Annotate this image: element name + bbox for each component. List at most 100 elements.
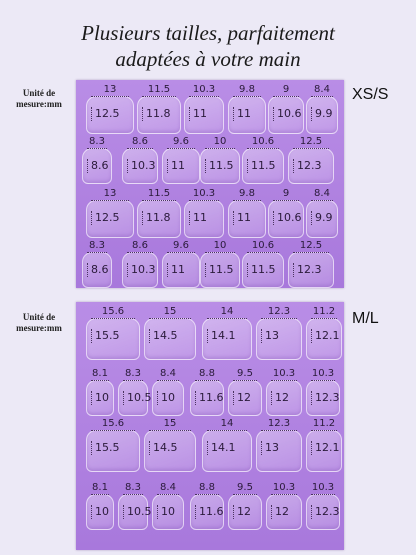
nail-tip: 9 10.6	[268, 84, 304, 134]
width-measure: 9.5	[229, 482, 261, 495]
length-measure: 10	[157, 505, 175, 519]
width-measure: 12.5	[289, 136, 333, 149]
length-measure: 12	[233, 391, 251, 405]
length-measure: 12	[233, 505, 251, 519]
length-measure: 12.5	[91, 107, 120, 121]
width-measure: 11.5	[138, 188, 180, 201]
length-measure: 14.1	[207, 329, 236, 343]
nail-tip: 11.5 11.8	[137, 188, 181, 238]
nail-tip: 8.4 9.9	[306, 84, 338, 134]
length-measure: 10.5	[123, 505, 152, 519]
nail-tip: 12.3 13	[256, 418, 302, 472]
width-measure: 10.6	[243, 240, 283, 253]
width-measure: 12.3	[257, 306, 301, 319]
length-measure: 9.9	[311, 211, 333, 225]
width-measure: 8.8	[191, 482, 223, 495]
nail-tip: 12.3 13	[256, 306, 302, 360]
length-measure: 11	[167, 263, 185, 277]
width-measure: 8.3	[83, 136, 111, 149]
length-measure: 10.3	[127, 159, 156, 173]
nail-tip: 8.4 9.9	[306, 188, 338, 238]
length-measure: 11.8	[142, 107, 171, 121]
width-measure: 9.8	[229, 188, 265, 201]
size-label-m-l: M/L	[352, 310, 379, 327]
width-measure: 9.6	[163, 240, 199, 253]
nail-tip: 10.6 11.5	[242, 136, 284, 184]
width-measure: 8.8	[191, 368, 223, 381]
width-measure: 8.3	[119, 482, 147, 495]
width-measure: 13	[87, 188, 133, 201]
unit-label-line-1: Unité de	[22, 312, 56, 322]
nail-tip: 10.3 12.3	[306, 482, 340, 530]
nail-tip: 12.5 12.3	[288, 240, 334, 288]
length-measure: 12.3	[311, 505, 340, 519]
width-measure: 10	[201, 240, 239, 253]
length-measure: 11	[233, 107, 251, 121]
width-measure: 8.4	[307, 188, 337, 201]
length-measure: 10.5	[123, 391, 152, 405]
width-measure: 8.1	[87, 482, 113, 495]
length-measure: 12	[271, 505, 289, 519]
length-measure: 15.5	[91, 441, 120, 455]
nail-tip: 10.3 11	[184, 84, 224, 134]
width-measure: 8.4	[153, 368, 183, 381]
nail-tip: 8.8 11.6	[190, 368, 224, 416]
length-measure: 11.6	[195, 391, 224, 405]
nail-tip: 8.1 10	[86, 368, 114, 416]
nail-tip: 8.6 10.3	[122, 240, 158, 288]
nail-tip: 10.3 12	[266, 482, 302, 530]
width-measure: 11.5	[138, 84, 180, 97]
nail-tip: 8.8 11.6	[190, 482, 224, 530]
length-measure: 11.5	[205, 159, 234, 173]
nail-tip: 14 14.1	[202, 418, 252, 472]
length-measure: 10.3	[127, 263, 156, 277]
nail-tip: 8.3 10.5	[118, 368, 152, 416]
nail-tip: 10.3 12.3	[306, 368, 340, 416]
length-measure: 12.1	[311, 441, 340, 455]
nail-tip: 8.6 10.3	[122, 136, 158, 184]
width-measure: 15.6	[87, 306, 139, 319]
nail-tip: 8.4 10	[152, 368, 184, 416]
length-measure: 10	[91, 391, 109, 405]
nail-tip: 8.3 10.5	[118, 482, 152, 530]
length-measure: 11	[189, 107, 207, 121]
width-measure: 8.1	[87, 368, 113, 381]
width-measure: 15	[145, 418, 195, 431]
width-measure: 15.6	[87, 418, 139, 431]
nail-tip: 9.5 12	[228, 482, 262, 530]
nail-tip: 15 14.5	[144, 306, 196, 360]
width-measure: 11.2	[307, 306, 341, 319]
nail-tip: 8.4 10	[152, 482, 184, 530]
unit-label-bottom: Unité de mesure:mm	[8, 312, 70, 334]
unit-label-line-2: mesure:mm	[16, 99, 62, 109]
length-measure: 8.6	[87, 263, 109, 277]
width-measure: 9	[269, 84, 303, 97]
nail-tip: 12.5 12.3	[288, 136, 334, 184]
length-measure: 12.3	[293, 263, 322, 277]
width-measure: 10.6	[243, 136, 283, 149]
width-measure: 10.3	[185, 188, 223, 201]
nail-tip: 11.5 11.8	[137, 84, 181, 134]
nail-tip: 8.3 8.6	[82, 240, 112, 288]
unit-label-top: Unité de mesure:mm	[8, 88, 70, 110]
width-measure: 10.3	[185, 84, 223, 97]
nail-tip: 13 12.5	[86, 84, 134, 134]
width-measure: 15	[145, 306, 195, 319]
length-measure: 13	[261, 441, 279, 455]
length-measure: 11.8	[142, 211, 171, 225]
width-measure: 14	[203, 418, 251, 431]
size-label-xs-s: XS/S	[352, 86, 389, 103]
nail-tip: 11.2 12.1	[306, 418, 342, 472]
width-measure: 9	[269, 188, 303, 201]
nail-tip: 14 14.1	[202, 306, 252, 360]
panel-xs-s	[76, 80, 344, 288]
nail-tip: 10 11.5	[200, 136, 240, 184]
width-measure: 8.6	[123, 240, 157, 253]
unit-label-line-1: Unité de	[22, 88, 56, 98]
length-measure: 14.5	[149, 329, 178, 343]
nail-tip: 10.3 11	[184, 188, 224, 238]
length-measure: 11	[167, 159, 185, 173]
nail-tip: 15.6 15.5	[86, 418, 140, 472]
nail-tip: 9.6 11	[162, 240, 200, 288]
panel-m-l	[76, 302, 344, 550]
